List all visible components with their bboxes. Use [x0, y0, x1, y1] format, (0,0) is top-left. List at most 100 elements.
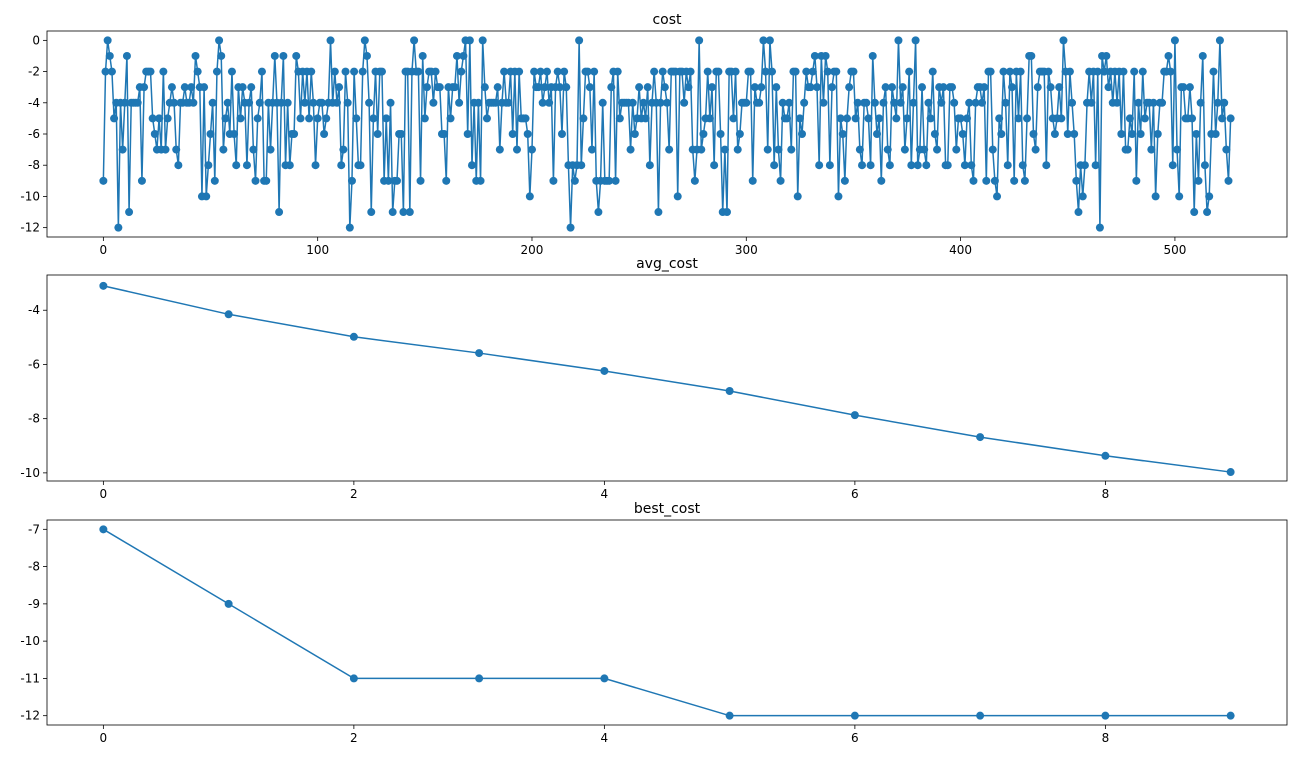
data-point	[200, 83, 209, 92]
data-point	[1102, 51, 1111, 60]
data-point	[937, 98, 946, 107]
data-point	[795, 114, 804, 123]
data-point	[907, 161, 916, 170]
data-point	[1055, 83, 1064, 92]
data-point	[1190, 208, 1199, 217]
data-point	[204, 161, 213, 170]
data-point	[645, 161, 654, 170]
data-point	[223, 98, 232, 107]
data-point	[778, 98, 787, 107]
data-point	[440, 130, 449, 138]
data-point	[527, 145, 536, 154]
data-point	[515, 67, 524, 76]
data-point	[148, 114, 157, 123]
data-point	[1151, 192, 1160, 201]
data-point	[956, 114, 965, 123]
data-point	[735, 130, 744, 138]
data-point	[1164, 51, 1173, 60]
data-point	[832, 67, 841, 76]
data-point	[870, 98, 879, 107]
data-point	[909, 98, 918, 107]
data-point	[690, 176, 699, 185]
data-point	[720, 145, 729, 154]
data-point	[858, 161, 867, 170]
data-point	[500, 67, 509, 76]
data-point	[474, 98, 483, 107]
data-point	[1194, 176, 1203, 185]
data-point	[245, 98, 254, 107]
subplot-title: avg_cost	[636, 256, 698, 272]
data-point	[875, 114, 884, 123]
data-point	[1113, 98, 1122, 107]
data-point	[639, 98, 648, 107]
data-point	[465, 36, 474, 45]
subplot-title: best_cost	[634, 501, 701, 517]
data-point	[358, 67, 367, 76]
data-point	[894, 36, 903, 45]
data-point	[1117, 130, 1126, 138]
data-point	[761, 67, 770, 76]
data-point	[939, 83, 948, 92]
data-point	[575, 36, 584, 45]
data-point	[416, 176, 425, 185]
data-point	[399, 208, 408, 217]
data-point	[1057, 114, 1066, 123]
series-line	[103, 285, 1231, 473]
data-point	[654, 208, 663, 217]
data-point	[750, 83, 759, 92]
data-point	[1166, 67, 1175, 76]
data-point	[943, 161, 952, 170]
data-point	[1138, 67, 1147, 76]
data-point	[512, 145, 521, 154]
data-point	[862, 98, 871, 107]
data-point	[982, 176, 991, 185]
data-point	[118, 145, 127, 154]
y-tick-label: -10	[20, 634, 40, 648]
data-point	[1095, 223, 1104, 232]
data-point	[545, 98, 554, 107]
data-point	[772, 83, 781, 92]
data-point	[1132, 176, 1141, 185]
data-point	[236, 114, 245, 123]
data-point	[99, 525, 108, 534]
data-point	[534, 83, 543, 92]
data-point	[155, 114, 164, 123]
data-point	[450, 83, 459, 92]
plot-area	[99, 525, 1235, 720]
data-point	[594, 208, 603, 217]
data-point	[1173, 145, 1182, 154]
data-point	[1091, 161, 1100, 170]
data-point	[800, 98, 809, 107]
data-point	[362, 51, 371, 60]
data-point	[122, 51, 131, 60]
axes-frame	[46, 274, 1288, 482]
y-tick-label: -6	[28, 127, 40, 141]
data-point	[476, 176, 485, 185]
data-point	[452, 51, 461, 60]
data-point	[285, 161, 294, 170]
data-point	[418, 51, 427, 60]
data-point	[300, 98, 309, 107]
data-point	[755, 98, 764, 107]
data-point	[1101, 711, 1110, 720]
data-point	[600, 674, 609, 683]
data-point	[1078, 192, 1087, 201]
data-point	[1175, 192, 1184, 201]
data-point	[774, 145, 783, 154]
y-tick-label: -11	[20, 671, 40, 685]
data-point	[150, 130, 159, 138]
data-point	[174, 161, 183, 170]
data-point	[382, 114, 391, 123]
data-point	[540, 83, 549, 92]
data-point	[905, 67, 914, 76]
data-point	[913, 161, 922, 170]
data-point	[553, 67, 562, 76]
data-point	[442, 176, 451, 185]
data-point	[210, 176, 219, 185]
data-point	[1209, 67, 1218, 76]
data-point	[482, 114, 491, 123]
data-point	[1130, 67, 1139, 76]
data-point	[1222, 145, 1231, 154]
data-point	[849, 67, 858, 76]
